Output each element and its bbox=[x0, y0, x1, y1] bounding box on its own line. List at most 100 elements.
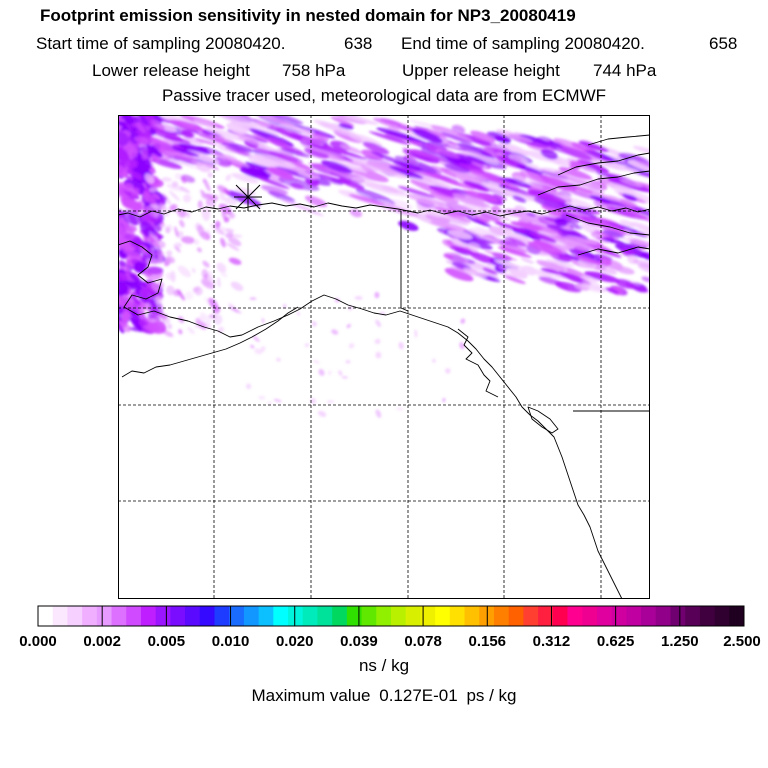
plume-patch bbox=[118, 164, 128, 178]
plume-patch bbox=[456, 143, 495, 160]
plume-patch bbox=[254, 348, 263, 355]
colorbar-cell bbox=[111, 606, 127, 626]
footprint-map bbox=[118, 115, 650, 599]
plume-patch bbox=[144, 266, 163, 281]
lower-height-label: Lower release height bbox=[92, 61, 250, 80]
plume-patch bbox=[282, 304, 287, 308]
plume-patch bbox=[468, 228, 502, 242]
plume-patch bbox=[268, 191, 296, 203]
plume-patch bbox=[179, 219, 185, 228]
plume-patch bbox=[179, 186, 191, 194]
colorbar-cell bbox=[670, 606, 686, 626]
plume-patch bbox=[204, 297, 210, 305]
plume-patch bbox=[155, 316, 162, 323]
plume-patch bbox=[165, 256, 176, 264]
lat-lon-grid bbox=[118, 115, 650, 599]
plume-patch bbox=[174, 173, 183, 180]
plume-patch bbox=[261, 317, 265, 324]
plume-patch bbox=[569, 213, 605, 228]
plume-patch bbox=[628, 180, 650, 192]
plume-patch bbox=[618, 165, 640, 173]
plume-patch bbox=[149, 187, 158, 193]
colorbar-cell bbox=[317, 606, 333, 626]
plume-patch bbox=[187, 326, 195, 335]
plume-patch bbox=[558, 166, 593, 180]
plume-patch bbox=[146, 206, 158, 219]
plume-patch bbox=[396, 407, 404, 411]
plume-patch bbox=[504, 275, 526, 284]
colorbar-tick-label: 0.000 bbox=[19, 633, 57, 650]
plume-patch bbox=[161, 193, 171, 205]
plume-patch bbox=[443, 253, 454, 260]
colorbar-cell bbox=[685, 606, 701, 626]
plume-patch bbox=[580, 276, 599, 283]
plume-patch bbox=[118, 145, 130, 162]
plume-patch bbox=[202, 260, 210, 268]
plume-patch bbox=[556, 201, 598, 218]
plume-patch bbox=[141, 149, 148, 161]
plume-patch bbox=[218, 231, 227, 236]
plume-patch bbox=[389, 165, 424, 179]
plume-patch bbox=[221, 142, 254, 153]
colorbar-cell bbox=[38, 606, 54, 626]
plume-patch bbox=[372, 117, 419, 132]
colorbar-cell bbox=[449, 606, 465, 626]
plume-patch bbox=[566, 240, 591, 252]
plume-patch bbox=[632, 259, 650, 269]
colorbar-cell bbox=[214, 606, 230, 626]
plume-patch bbox=[273, 399, 282, 403]
plume-patch bbox=[429, 192, 459, 204]
vancouver-island bbox=[527, 406, 559, 434]
plume-patch bbox=[224, 146, 254, 158]
plume-patch bbox=[448, 170, 481, 182]
colorbar-cell bbox=[229, 606, 245, 626]
plume-patch bbox=[490, 258, 504, 267]
plume-patch bbox=[310, 398, 317, 405]
plume-patch bbox=[590, 231, 608, 240]
plume-patch bbox=[148, 144, 156, 155]
colorbar-labels: 0.000 0.002 0.005 0.010 0.020 0.039 0.078 0.156… bbox=[19, 633, 761, 650]
plume-patch bbox=[181, 236, 195, 244]
plume-patch bbox=[149, 318, 157, 323]
plume-patch bbox=[527, 241, 563, 255]
plume-patch bbox=[185, 214, 191, 219]
plume-patch bbox=[326, 400, 335, 404]
plume-patch bbox=[593, 200, 609, 207]
plume-patch bbox=[304, 343, 310, 348]
plume-patch bbox=[355, 188, 396, 206]
plume-patch bbox=[405, 193, 446, 207]
plume-patch bbox=[498, 265, 520, 275]
plume-patch bbox=[191, 160, 204, 166]
plume-patch bbox=[184, 291, 194, 300]
plume-patch bbox=[257, 120, 270, 128]
plume-patch bbox=[225, 232, 234, 238]
plume-patch bbox=[216, 262, 227, 273]
colorbar-cell bbox=[626, 606, 642, 626]
colorbar-cell bbox=[258, 606, 274, 626]
plume-patch bbox=[398, 341, 404, 350]
plume-patch bbox=[132, 115, 140, 124]
plume-patch bbox=[118, 280, 133, 286]
plume-patch bbox=[118, 225, 135, 241]
plume-patch bbox=[133, 297, 141, 305]
plume-patch bbox=[150, 324, 166, 332]
tracer-info: Passive tracer used, meteorological data… bbox=[161, 86, 607, 105]
colorbar-cells bbox=[37, 605, 745, 627]
upper-height-label: Upper release height bbox=[402, 61, 560, 80]
plume-patch bbox=[304, 147, 330, 159]
colorbar-unit: ns / kg bbox=[358, 656, 410, 675]
colorbar-cell bbox=[185, 606, 201, 626]
plume-patch bbox=[558, 145, 593, 161]
plume-patch bbox=[401, 147, 446, 161]
plume-patch bbox=[540, 167, 576, 181]
plume-patch bbox=[348, 343, 355, 349]
plume-patch bbox=[360, 149, 384, 160]
plume-patch bbox=[529, 231, 557, 243]
plume-patch bbox=[615, 266, 635, 275]
plume-patch bbox=[348, 194, 386, 206]
colorbar-cell bbox=[126, 606, 142, 626]
plume-patch bbox=[153, 239, 166, 249]
plume-patch bbox=[178, 328, 183, 335]
plume-patch bbox=[130, 187, 140, 197]
plume-patch bbox=[540, 268, 561, 275]
